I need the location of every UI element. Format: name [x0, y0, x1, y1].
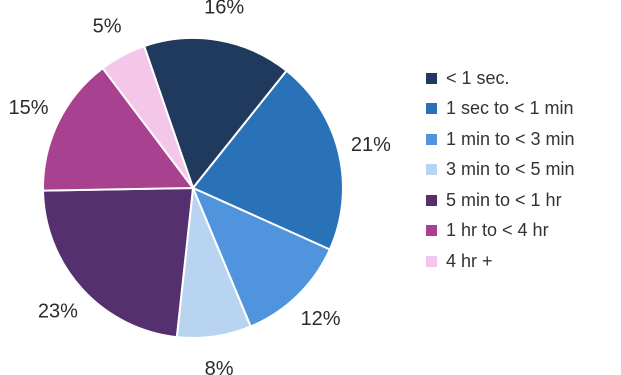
legend-label: 5 min to < 1 hr: [446, 189, 562, 210]
pie-slice: [191, 186, 332, 328]
legend-item: 5 min to < 1 hr: [426, 185, 616, 216]
legend-item: 1 min to < 3 min: [426, 124, 616, 155]
legend-swatch: [426, 72, 437, 84]
legend-swatch: [426, 194, 437, 206]
legend-label: 1 min to < 3 min: [446, 128, 575, 149]
legend-swatch: [426, 255, 437, 267]
legend-item: 4 hr +: [426, 246, 616, 277]
legend-swatch: [426, 164, 437, 176]
legend-label: 1 hr to < 4 hr: [446, 220, 549, 241]
legend-swatch: [426, 103, 437, 115]
legend-label: 4 hr +: [446, 250, 493, 271]
pie-slice: [101, 44, 194, 189]
legend-swatch: [426, 225, 437, 237]
legend-item: < 1 sec.: [426, 63, 616, 94]
slice-data-label: 16%: [204, 0, 244, 19]
pie-slice: [42, 66, 195, 192]
legend-label: 3 min to < 5 min: [446, 159, 575, 180]
legend-item: 3 min to < 5 min: [426, 155, 616, 186]
slice-data-label: 5%: [93, 15, 122, 37]
slice-data-label: 15%: [9, 97, 49, 119]
slice-data-label: 12%: [301, 308, 341, 330]
pie-slice: [42, 186, 195, 339]
legend: < 1 sec. 1 sec to < 1 min 1 min to < 3 m…: [426, 63, 616, 277]
pie-slice: [142, 36, 288, 191]
slice-data-label: 21%: [351, 134, 391, 156]
legend-label: 1 sec to < 1 min: [446, 98, 574, 119]
legend-item: 1 sec to < 1 min: [426, 94, 616, 125]
slice-data-label: 23%: [38, 300, 78, 322]
slice-data-label: 8%: [205, 358, 234, 375]
legend-label: < 1 sec.: [446, 67, 510, 88]
legend-swatch: [426, 133, 437, 145]
legend-item: 1 hr to < 4 hr: [426, 216, 616, 247]
